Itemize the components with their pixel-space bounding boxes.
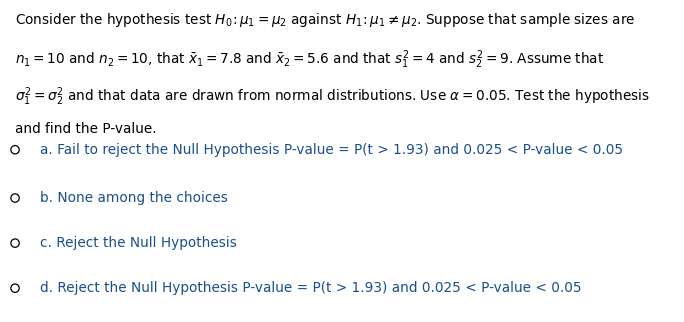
Text: $\sigma_1^2 = \sigma_2^2$ and that data are drawn from normal distributions. Use: $\sigma_1^2 = \sigma_2^2$ and that data … <box>15 85 650 108</box>
Text: and find the P-value.: and find the P-value. <box>15 122 157 136</box>
Text: Consider the hypothesis test $H_0\!: \mu_1 = \mu_2$ against $H_1\!: \mu_1 \neq \: Consider the hypothesis test $H_0\!: \mu… <box>15 11 635 29</box>
Text: a. Fail to reject the Null Hypothesis P-value = P(t > 1.93) and 0.025 < P-value : a. Fail to reject the Null Hypothesis P-… <box>40 143 623 157</box>
Text: d. Reject the Null Hypothesis P-value = P(t > 1.93) and 0.025 < P-value < 0.05: d. Reject the Null Hypothesis P-value = … <box>40 281 581 295</box>
Text: $n_1 = 10$ and $n_2 = 10$, that $\bar{x}_1 = 7.8$ and $\bar{x}_2 = 5.6$ and that: $n_1 = 10$ and $n_2 = 10$, that $\bar{x}… <box>15 48 605 71</box>
Text: c. Reject the Null Hypothesis: c. Reject the Null Hypothesis <box>40 236 237 250</box>
Text: b. None among the choices: b. None among the choices <box>40 191 228 205</box>
